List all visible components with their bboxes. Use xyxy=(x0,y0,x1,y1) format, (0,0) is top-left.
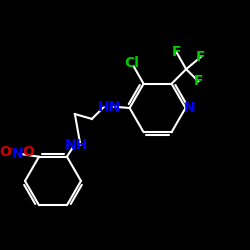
Text: F: F xyxy=(194,74,203,88)
Text: O: O xyxy=(0,145,11,159)
Text: NH: NH xyxy=(65,138,88,151)
Text: F: F xyxy=(196,50,205,64)
Text: F: F xyxy=(172,45,181,59)
Text: N: N xyxy=(11,147,23,161)
Text: Cl: Cl xyxy=(124,56,139,70)
Text: N: N xyxy=(184,101,195,115)
Text: O: O xyxy=(22,145,34,159)
Text: HN: HN xyxy=(97,100,120,114)
Text: ⁺: ⁺ xyxy=(18,146,23,156)
Text: ⁻: ⁻ xyxy=(8,146,14,156)
